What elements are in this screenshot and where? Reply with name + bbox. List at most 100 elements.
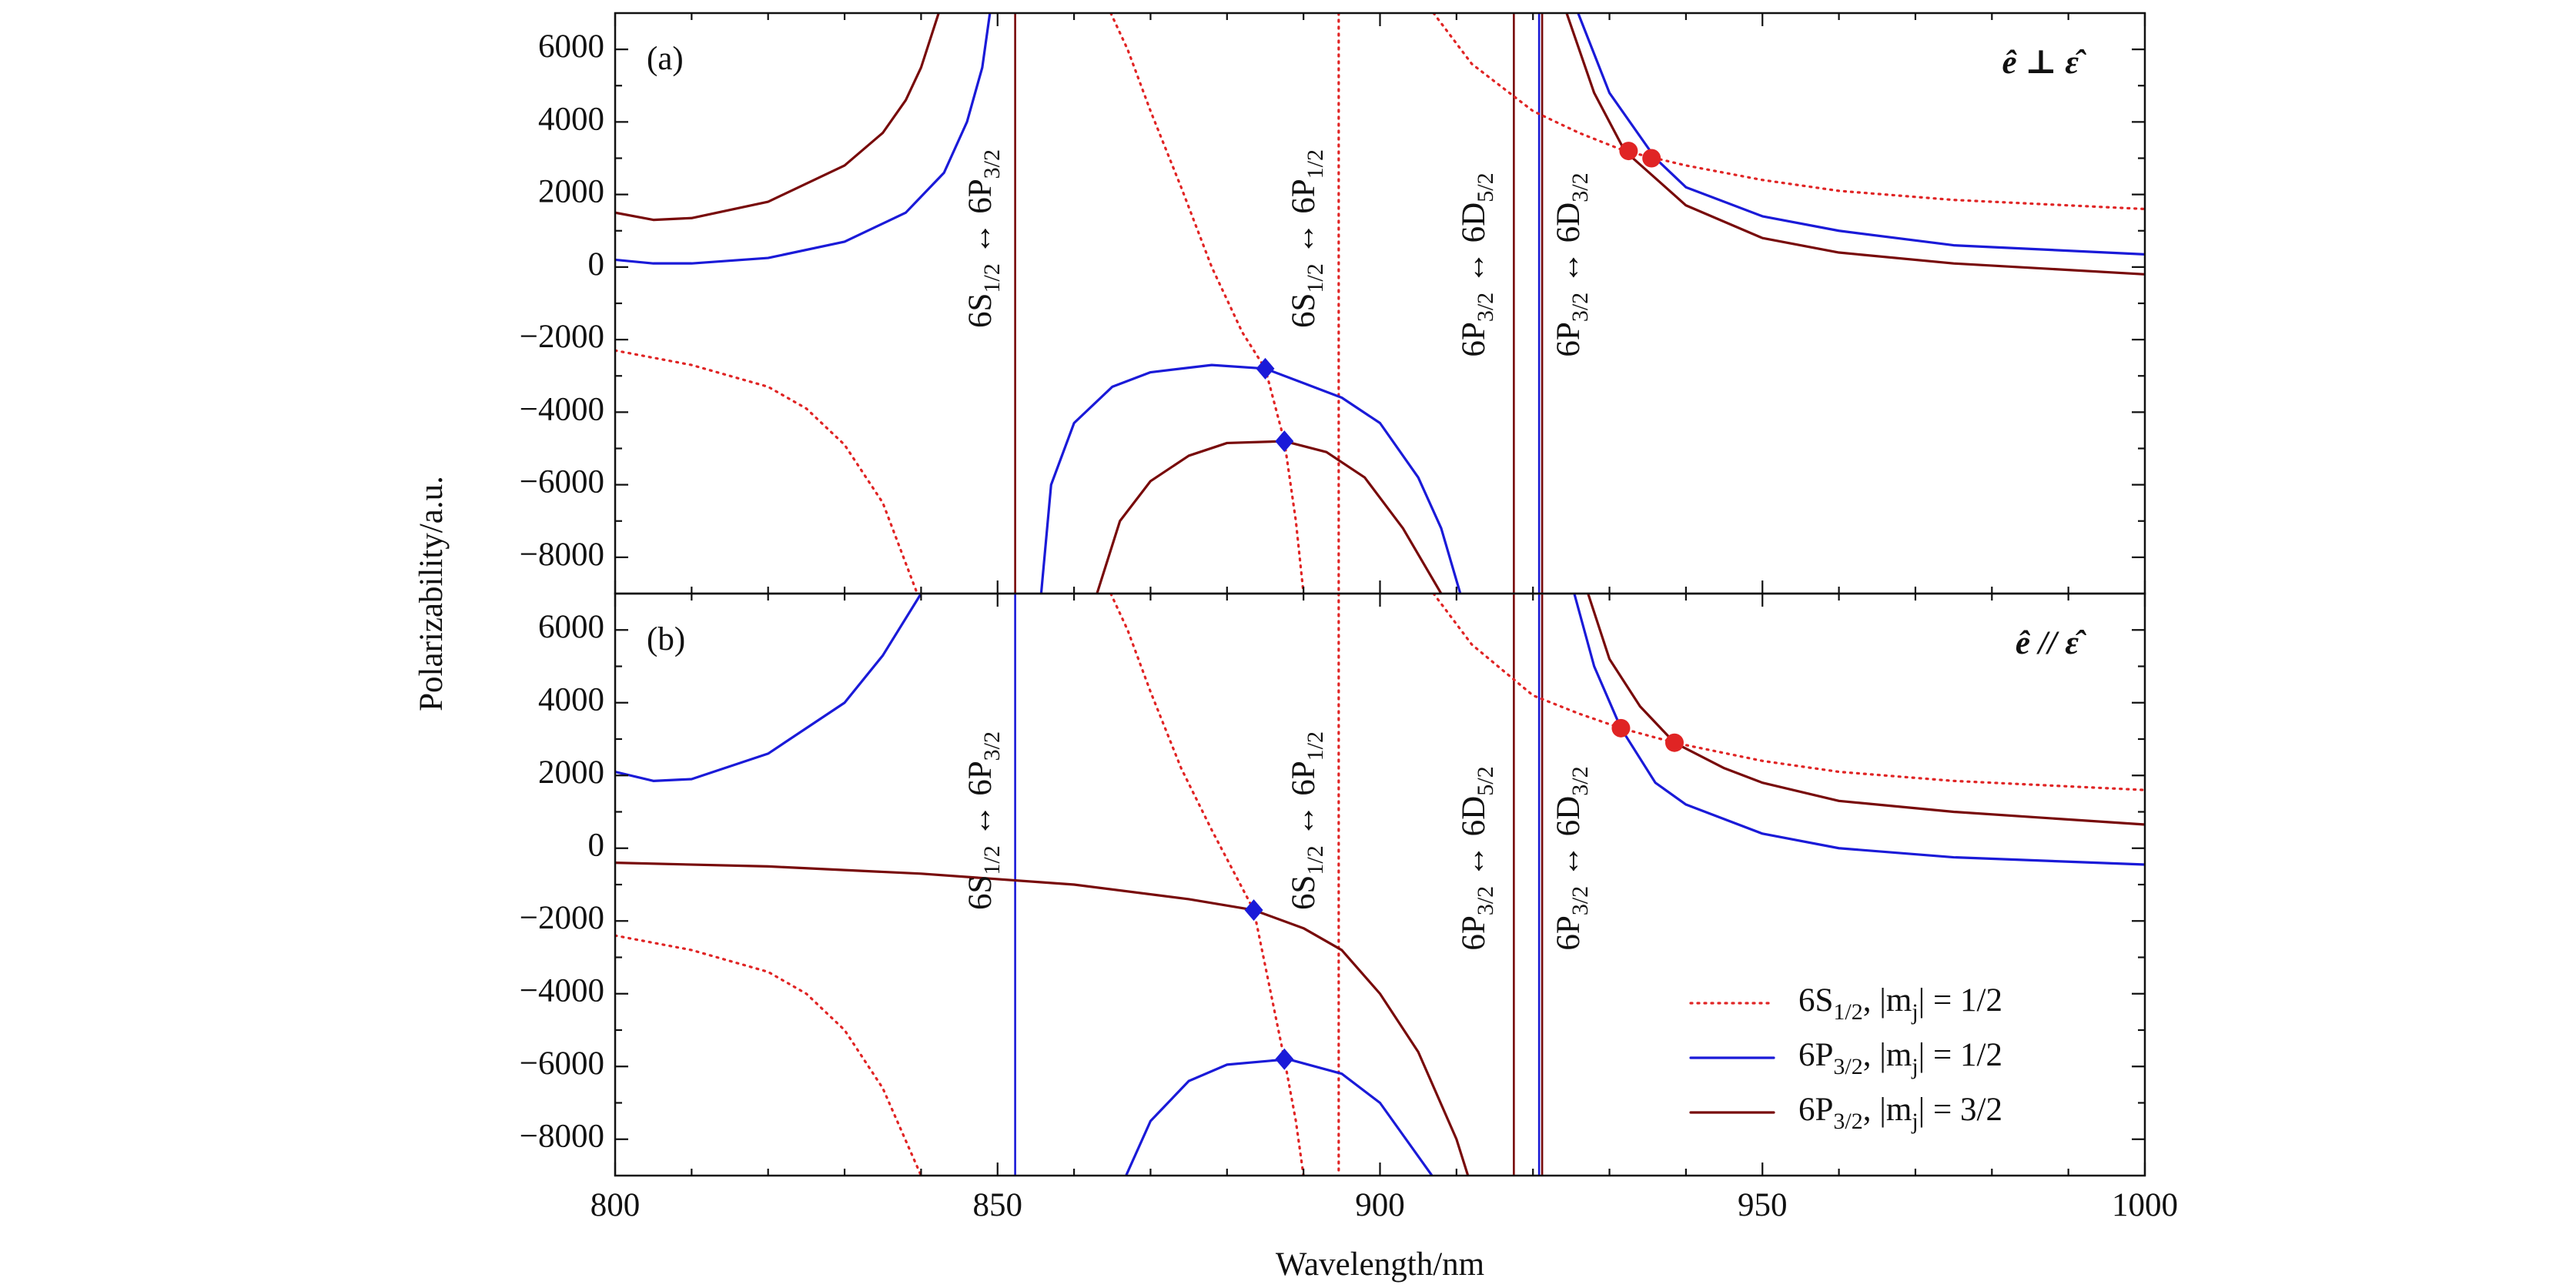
- marker: [1664, 733, 1684, 752]
- marker: [1256, 357, 1275, 380]
- subscript: j: [1911, 1054, 1918, 1079]
- subscript: 1/2: [1303, 731, 1328, 761]
- subscript: 1/2: [1303, 845, 1328, 875]
- text-part: | = 1/2: [1919, 1037, 2002, 1073]
- y-tick-label: 4000: [538, 682, 604, 718]
- panel-label: (a): [647, 41, 684, 77]
- text-part: 6P: [1798, 1037, 1833, 1073]
- plot-area: [615, 594, 2145, 1176]
- subscript: 3/2: [1833, 1054, 1862, 1079]
- subscript: 5/2: [1473, 766, 1498, 795]
- transition-label: 6S1/2 ↔ 6P3/2: [962, 731, 1005, 910]
- legend-label: 6P3/2, |mj| = 3/2: [1798, 1092, 2002, 1134]
- x-axis-label: Wavelength/nm: [1276, 1246, 1484, 1283]
- text-part: ↔ 6P: [1286, 179, 1322, 263]
- polarization-label: ê // ε̂: [2016, 625, 2086, 661]
- transition-label: 6P3/2 ↔ 6D3/2: [1551, 172, 1593, 356]
- panel: −8000 −6000 −4000 −2000 0 2000 4000 6000 800 850 9…: [520, 592, 2178, 1283]
- x-tick-label: 800: [590, 1187, 641, 1223]
- y-tick-label: 2000: [538, 754, 604, 791]
- plot-area: [615, 13, 2145, 594]
- text-part: | = 1/2: [1919, 982, 2002, 1019]
- panel-frame: [614, 12, 2146, 595]
- marker: [1275, 430, 1294, 453]
- y-tick-label: −2000: [520, 319, 604, 355]
- text-part: ↔ 6D: [1551, 796, 1587, 886]
- subscript: 3/2: [1473, 293, 1498, 322]
- y-tick-label: 6000: [538, 28, 604, 65]
- curve: [615, 13, 2145, 594]
- curve: [615, 13, 2145, 594]
- y-tick-label: 6000: [538, 609, 604, 645]
- text-part: 6P: [1551, 915, 1587, 950]
- subscript: 1/2: [1303, 149, 1328, 179]
- curve: [615, 594, 2145, 1176]
- text-part: 6P: [1456, 322, 1492, 356]
- y-tick-label: 0: [588, 246, 605, 283]
- marker: [1275, 1048, 1294, 1070]
- curve: [615, 594, 2145, 1176]
- subscript: 3/2: [1567, 886, 1593, 915]
- subscript: 3/2: [1567, 172, 1593, 202]
- x-tick-label: 850: [973, 1187, 1023, 1223]
- text-part: , |m: [1863, 1037, 1912, 1073]
- subscript: 5/2: [1473, 172, 1498, 202]
- text-part: 6S: [1286, 875, 1322, 910]
- y-tick-label: −6000: [520, 1045, 604, 1082]
- y-tick-label: −6000: [520, 464, 604, 500]
- legend-label: 6S1/2, |mj| = 1/2: [1798, 982, 2002, 1025]
- text-part: ↔ 6P: [962, 179, 999, 263]
- y-tick-label: −4000: [520, 973, 604, 1009]
- y-tick-label: −8000: [520, 1119, 604, 1155]
- transition-label: 6S1/2 ↔ 6P1/2: [1286, 149, 1328, 328]
- text-part: ↔ 6P: [962, 761, 999, 845]
- text-part: ↔ 6D: [1456, 796, 1492, 886]
- marker: [1611, 718, 1631, 738]
- transition-label: 6S1/2 ↔ 6P1/2: [1286, 731, 1328, 910]
- transition-label: 6P3/2 ↔ 6D3/2: [1551, 766, 1593, 950]
- subscript: j: [1911, 999, 1918, 1025]
- curve: [615, 594, 2145, 1176]
- y-tick-label: −2000: [520, 900, 604, 936]
- subscript: 3/2: [1833, 1109, 1862, 1134]
- marker: [1619, 142, 1638, 161]
- subscript: 1/2: [1303, 263, 1328, 293]
- y-tick-label: 0: [588, 828, 605, 864]
- text-part: , |m: [1863, 982, 1912, 1019]
- x-tick-label: 950: [1738, 1187, 1788, 1223]
- subscript: 3/2: [1473, 886, 1498, 915]
- legend-label: 6P3/2, |mj| = 1/2: [1798, 1037, 2002, 1079]
- text-part: 6P: [1798, 1092, 1833, 1128]
- panel: −8000 −6000 −4000 −2000 0 2000 4000 6000 (a) ê ⊥ …: [413, 12, 2146, 711]
- subscript: 3/2: [979, 731, 1005, 761]
- text-part: , |m: [1863, 1092, 1912, 1128]
- polarization-label: ê ⊥ ε̂: [2002, 45, 2086, 81]
- subscript: 3/2: [1567, 766, 1593, 795]
- subscript: 1/2: [979, 263, 1005, 293]
- x-tick-label: 900: [1355, 1187, 1405, 1223]
- subscript: 3/2: [979, 149, 1005, 179]
- text-part: 6P: [1456, 915, 1492, 950]
- text-part: ↔ 6P: [1286, 761, 1322, 845]
- x-tick-label: 1000: [2112, 1187, 2178, 1223]
- text-part: 6S: [1798, 982, 1833, 1019]
- subscript: 1/2: [1833, 999, 1862, 1025]
- y-tick-label: −4000: [520, 391, 604, 427]
- y-tick-label: −8000: [520, 537, 604, 573]
- text-part: 6P: [1551, 322, 1587, 356]
- text-part: 6S: [962, 875, 999, 910]
- text-part: | = 3/2: [1919, 1092, 2002, 1128]
- text-part: ↔ 6D: [1551, 202, 1587, 293]
- panel-frame: [614, 592, 2146, 1177]
- subscript: j: [1911, 1109, 1918, 1134]
- panel-label: (b): [647, 621, 685, 657]
- marker: [1642, 149, 1661, 168]
- transition-label: 6P3/2 ↔ 6D5/2: [1456, 766, 1498, 950]
- marker: [1244, 899, 1263, 922]
- subscript: 3/2: [1567, 293, 1593, 322]
- subscript: 1/2: [979, 845, 1005, 875]
- text-part: 6S: [962, 293, 999, 328]
- y-axis-label: Polarizability/a.u.: [413, 476, 450, 711]
